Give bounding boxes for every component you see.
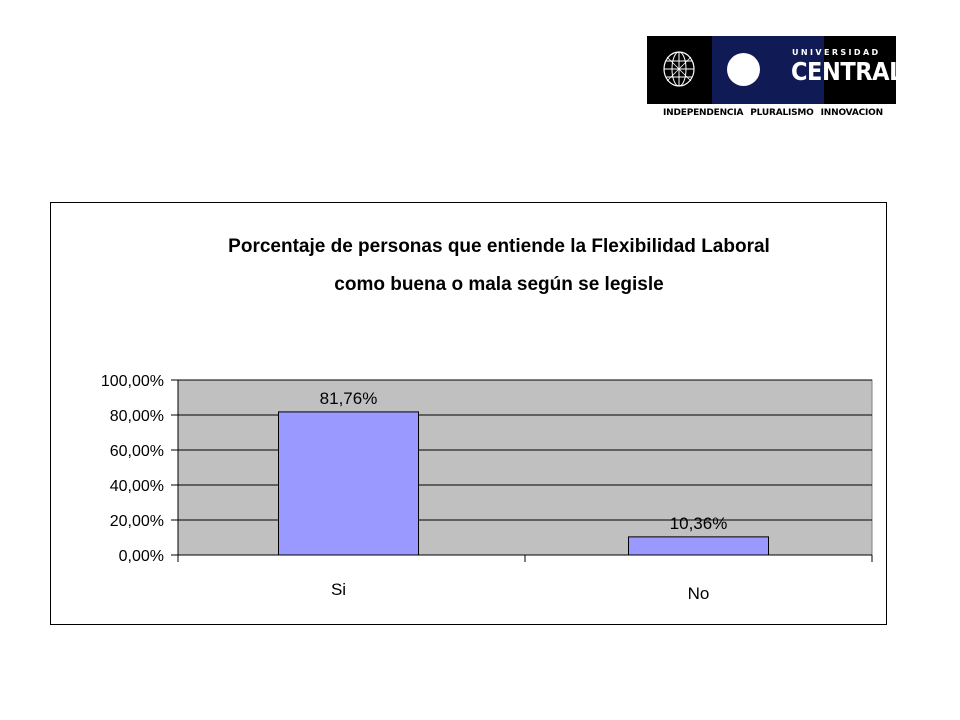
logo-name-top: UNIVERSIDAD <box>792 48 881 57</box>
y-tick-label: 20,00% <box>110 513 164 530</box>
globe-icon <box>663 51 695 87</box>
data-label: 81,76% <box>320 389 378 408</box>
bar-no <box>628 536 769 556</box>
y-tick-label: 60,00% <box>110 443 164 460</box>
bar-si <box>278 411 419 556</box>
tagline-word: INNOVACION <box>820 108 883 118</box>
chart-title-line-2: como buena o mala según se legisle <box>334 274 664 295</box>
y-tick-label: 0,00% <box>119 548 164 565</box>
x-category-label: No <box>688 584 710 603</box>
y-tick-label: 40,00% <box>110 478 164 495</box>
university-logo: UNIVERSIDAD CENTRAL <box>647 36 903 104</box>
tagline-word: PLURALISMO <box>750 108 814 118</box>
chart-title: Porcentaje de personas que entiende la F… <box>0 228 960 304</box>
chart-title-line-1: Porcentaje de personas que entiende la F… <box>228 236 770 257</box>
x-category-label: Si <box>331 580 346 599</box>
logo-circle-icon <box>727 53 760 86</box>
y-tick-label: 100,00% <box>101 373 164 390</box>
logo-name-main: CENTRAL <box>791 57 903 86</box>
y-tick-label: 80,00% <box>110 408 164 425</box>
tagline-word: INDEPENDENCIA <box>663 108 744 118</box>
data-label: 10,36% <box>670 514 728 533</box>
logo-tagline: INDEPENDENCIA PLURALISMO INNOVACION <box>663 108 896 118</box>
